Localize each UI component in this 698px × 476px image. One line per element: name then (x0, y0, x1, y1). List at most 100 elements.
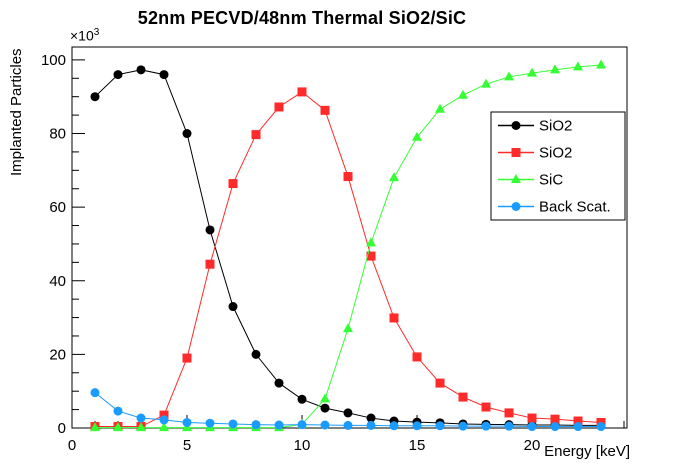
data-point (550, 64, 561, 74)
data-point (458, 392, 468, 402)
data-point (511, 174, 521, 183)
plot-frame (71, 46, 628, 429)
data-point (435, 421, 445, 431)
y-exponent-power: 3 (93, 27, 100, 38)
data-point (389, 313, 399, 323)
data-point (159, 415, 169, 425)
data-point (205, 418, 215, 428)
data-point (481, 402, 491, 412)
data-point (435, 378, 445, 388)
y-exponent-base: ×10 (70, 27, 94, 44)
chart-title: 52nm PECVD/48nm Thermal SiO2/SiC (137, 8, 467, 28)
data-point (159, 70, 169, 80)
data-point (90, 422, 101, 432)
data-point (366, 413, 376, 423)
legend-label: SiO2 (539, 118, 572, 135)
data-point (389, 421, 399, 431)
data-point (159, 422, 170, 432)
data-point (504, 408, 514, 418)
data-point (320, 105, 330, 115)
data-point (366, 251, 376, 261)
data-point (481, 78, 492, 88)
data-point (228, 419, 238, 429)
data-point (182, 129, 192, 139)
data-point (504, 71, 515, 81)
data-point (113, 422, 124, 432)
legend-label: SiC (539, 172, 563, 189)
data-point (113, 70, 123, 80)
data-point (550, 414, 560, 424)
data-point (297, 420, 307, 430)
data-point (366, 237, 377, 247)
data-point (573, 61, 584, 71)
x-tick-label: 20 (524, 437, 541, 454)
data-point (297, 394, 307, 404)
legend: SiO2 SiO2 SiC Back Scat. (490, 111, 626, 221)
data-point (343, 323, 354, 333)
x-tick-label: 0 (68, 437, 76, 454)
y-tick-label: 0 (58, 420, 66, 437)
data-point (320, 403, 330, 413)
data-point (274, 378, 284, 388)
x-tick-label: 5 (183, 437, 191, 454)
data-point (136, 422, 147, 432)
data-point (182, 417, 192, 427)
y-tick-label: 100 (41, 52, 66, 69)
data-point (435, 103, 446, 113)
data-point (90, 92, 100, 102)
legend-box (490, 111, 626, 221)
data-point (320, 393, 331, 403)
data-point (251, 130, 261, 140)
data-point (343, 408, 353, 418)
data-point (274, 102, 284, 112)
data-point (343, 172, 353, 182)
data-point (320, 420, 330, 430)
y-axis-exponent: ×103 (70, 27, 99, 44)
y-tick-label: 40 (49, 273, 66, 290)
series-back-scat-3 (90, 388, 606, 432)
data-point (182, 353, 192, 363)
data-point (297, 87, 307, 97)
data-point (458, 421, 468, 431)
data-point (550, 422, 560, 432)
legend-label: SiO2 (539, 145, 572, 162)
data-point (481, 421, 491, 431)
data-point (573, 422, 583, 432)
data-point (412, 352, 422, 362)
data-point (527, 67, 538, 77)
x-tick-label: 15 (409, 437, 426, 454)
data-point (228, 302, 238, 312)
data-point (511, 202, 521, 211)
legend-label: Back Scat. (539, 199, 611, 216)
y-tick-label: 80 (49, 126, 66, 143)
data-point (274, 420, 284, 430)
data-point (596, 422, 606, 432)
data-point (136, 65, 146, 75)
data-point (159, 410, 169, 420)
data-point (136, 413, 146, 423)
data-point (596, 59, 607, 69)
data-point (366, 420, 376, 430)
data-point (251, 349, 261, 359)
y-axis-title: Implanted Particles (8, 48, 25, 176)
data-point (504, 421, 514, 431)
data-point (205, 259, 215, 269)
data-point (527, 413, 537, 423)
data-point (205, 225, 215, 235)
y-tick-label: 20 (49, 346, 66, 363)
y-tick-label: 60 (49, 199, 66, 216)
data-point (251, 420, 261, 430)
data-point (343, 420, 353, 430)
data-point (90, 388, 100, 398)
data-point (228, 179, 238, 189)
data-point (511, 148, 521, 157)
data-point (113, 406, 123, 416)
data-point (389, 172, 400, 182)
data-point (527, 422, 537, 432)
x-tick-label: 10 (294, 437, 311, 454)
data-point (458, 89, 469, 99)
x-axis-title: Energy [keV] (544, 443, 630, 460)
data-point (412, 421, 422, 431)
